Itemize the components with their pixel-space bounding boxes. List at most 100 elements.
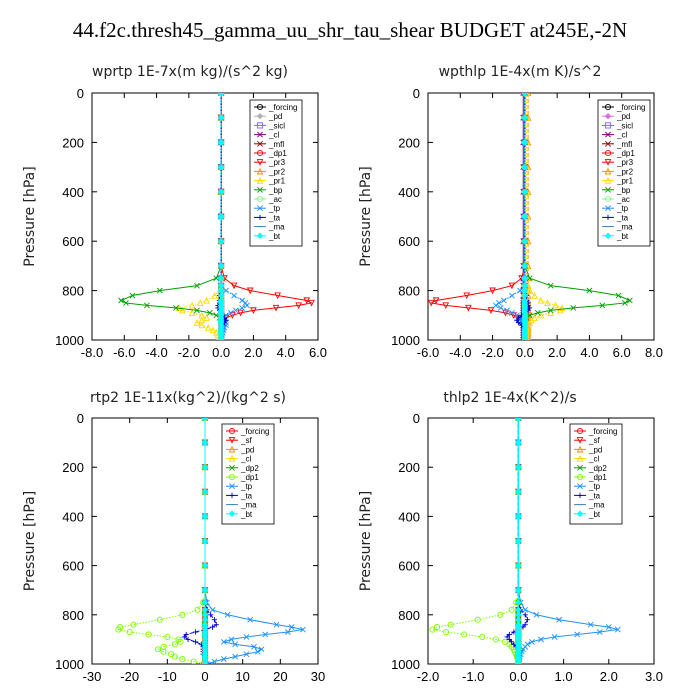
data-point [521,237,529,245]
data-point [552,301,559,309]
data-point [129,292,136,299]
legend-label: _sf [240,436,252,445]
data-point [515,586,522,594]
data-point [465,304,472,312]
series-line-tp [220,93,248,340]
data-point [232,641,239,648]
figure-title: 44.f2c.thresh45_gamma_uu_shr_tau_shear B… [72,18,628,42]
legend-marker [257,131,263,138]
data-point [521,213,529,220]
data-point [506,631,512,638]
legend-label: _bp [616,186,631,195]
panel-wprtp: wprtp 1E-7x(m kg)/(s^2 kg) Pressure [hPa]… [22,64,327,360]
data-point [533,611,540,618]
legend-marker [229,492,235,498]
y-tick-label: 0 [413,411,420,426]
x-tick-label: 10 [235,669,249,684]
data-point [622,300,628,306]
data-point [179,306,186,314]
legend-marker [228,510,236,518]
x-tick-label: 4.0 [277,345,295,360]
data-point [217,262,225,270]
data-point [243,634,250,640]
legend-marker [604,232,612,240]
legend-box [597,99,651,247]
data-point [156,616,163,623]
legend-label: _ta [268,213,281,222]
data-point [250,307,257,314]
x-tick-label: -1.0 [462,669,484,684]
data-point [521,163,529,171]
legend-marker [228,473,236,481]
data-point [201,463,209,471]
x-tick-label: -8.0 [81,345,103,360]
data-point [194,606,201,613]
x-tick-label: 2.0 [600,669,618,684]
x-tick-label: 8.0 [645,345,663,360]
data-point [614,626,621,633]
data-point [537,296,545,304]
data-point [515,660,522,664]
data-point [223,287,229,294]
data-point [523,93,530,97]
data-point [190,658,197,664]
data-point [432,297,440,305]
data-point [188,309,196,316]
data-point [522,606,529,613]
legend-marker [577,492,583,498]
legend-marker [605,186,611,193]
legend-marker [229,483,235,490]
data-point [492,636,499,643]
data-point [213,312,220,319]
legend-label: _bt [240,510,253,519]
data-point [497,611,504,618]
data-point [246,287,254,295]
legend-marker [604,122,612,129]
data-point [521,93,528,96]
legend-marker [604,159,612,166]
legend-marker [576,437,584,444]
legend-label: _tp [616,204,629,213]
data-point [232,307,239,314]
legend-marker [257,186,263,193]
y-tick-label: 1000 [391,657,420,672]
data-point [217,237,225,245]
legend: _forcing_pd_sicl_cl_mfl_dp1_pr3_pr2_pr1_… [597,99,651,247]
legend-marker [576,473,584,481]
legend-label: _ta [616,213,629,222]
y-tick-label: 800 [398,608,420,623]
data-point [211,617,218,623]
data-point [524,617,531,623]
data-point [209,606,216,613]
panel-title: wpthlp 1E-4x(m K)/s^2 [439,64,602,80]
data-point [461,631,468,638]
y-tick-label: 1000 [55,333,84,348]
data-point [201,537,209,545]
legend-label: _dp1 [268,149,287,158]
data-point [626,297,633,304]
x-tick-label: -4.0 [449,345,471,360]
plot-frame [427,92,655,341]
plot-frame [427,417,655,665]
data-point [171,653,178,660]
x-tick-label: -2.0 [178,345,200,360]
legend-label: _bt [268,232,281,241]
data-point [227,309,234,316]
legend-label: _tp [268,204,281,213]
data-point [510,312,517,319]
data-point [258,646,265,653]
data-point [209,624,216,630]
panel-rtp2: rtp2 1E-11x(kg^2)/(kg^2 s) Pressure [hPa]… [22,390,325,684]
y-tick-label: 600 [62,559,84,574]
data-point [247,616,254,623]
data-point [497,304,504,311]
legend-label: _bt [588,510,601,519]
data-point [515,599,522,606]
legend-marker [256,122,264,129]
data-point [143,302,150,309]
data-point [217,275,225,282]
y-tick-label: 0 [413,86,420,101]
data-point [251,643,257,650]
legend-label: _ac [616,195,630,204]
data-point [217,139,225,146]
